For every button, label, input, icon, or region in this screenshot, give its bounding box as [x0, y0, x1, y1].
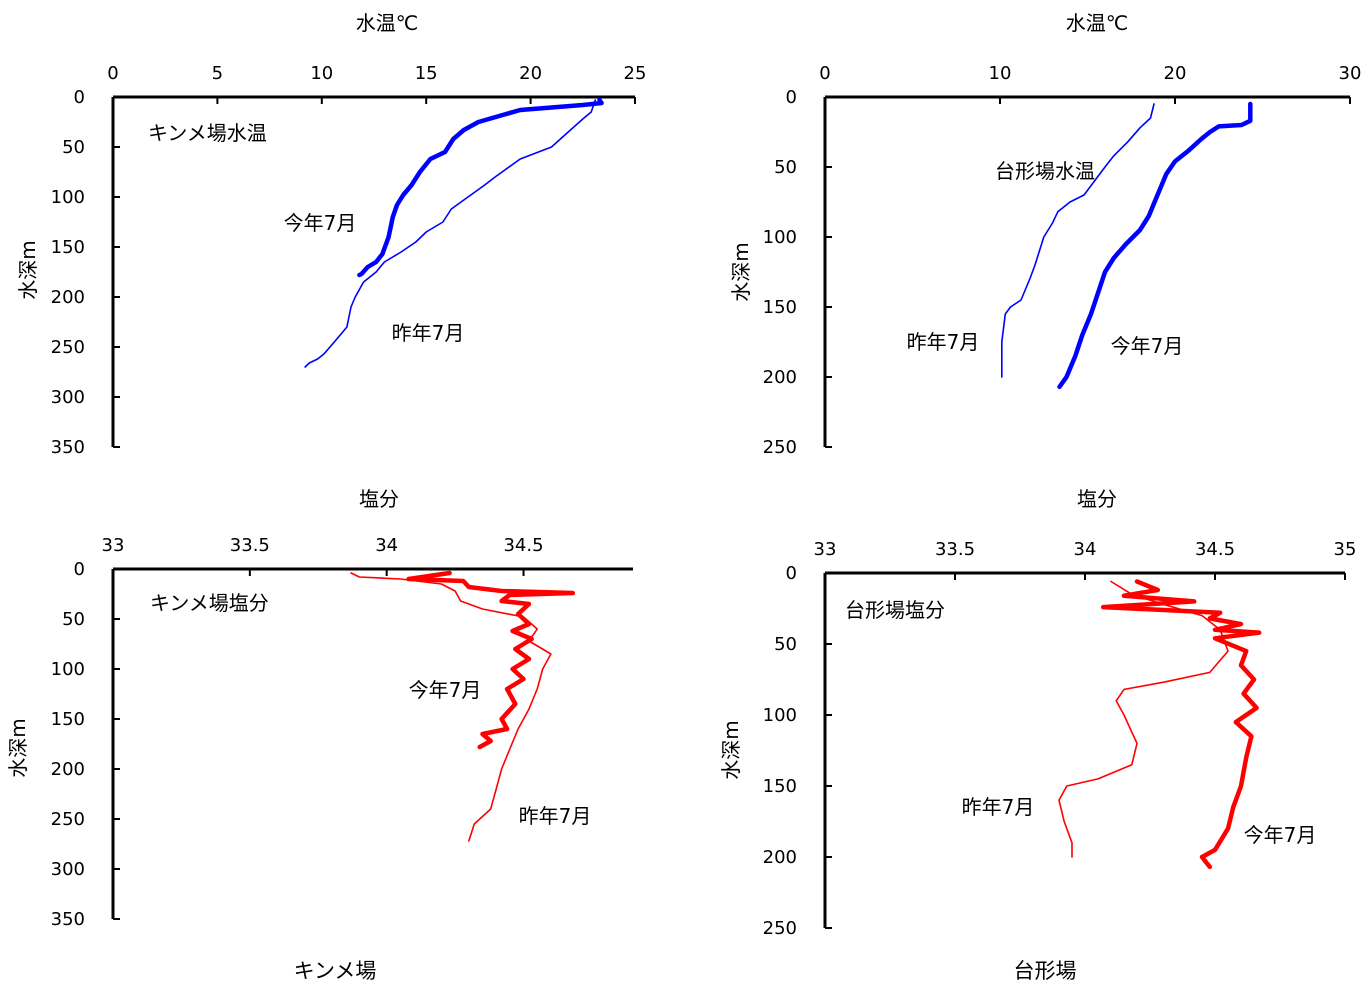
x-tick-label: 34: [1074, 539, 1097, 560]
x-tick-label: 33.5: [230, 535, 270, 556]
series-label: 今年7月: [1111, 334, 1184, 358]
y-tick-label: 100: [51, 187, 85, 208]
y-tick-label: 50: [62, 609, 85, 630]
y-tick-label: 250: [763, 437, 797, 458]
y-tick-label: 150: [763, 776, 797, 797]
x-tick-label: 10: [989, 63, 1012, 84]
y-tick-label: 0: [786, 87, 797, 108]
y-tick-label: 250: [51, 337, 85, 358]
x-tick-label: 10: [310, 63, 333, 84]
series-line-last-year: [1058, 580, 1229, 858]
chart-kinme-temperature: 0 5 10 15 20 25050100150200250300350水温℃水深mキンメ…: [16, 11, 646, 458]
series-label: 昨年7月: [962, 795, 1035, 819]
y-tick-label: 200: [51, 287, 85, 308]
y-tick-label: 50: [62, 137, 85, 158]
panel-annotation: 台形場水温: [995, 159, 1095, 183]
x-tick-label: 34.5: [503, 535, 543, 556]
y-tick-label: 200: [763, 367, 797, 388]
series-line-this-year: [406, 570, 576, 750]
y-tick-label: 100: [51, 659, 85, 680]
series-label: 昨年7月: [392, 321, 465, 345]
series-line-last-year: [1000, 103, 1155, 378]
x-tick-label: 30: [1339, 63, 1362, 84]
y-tick-label: 150: [51, 237, 85, 258]
y-tick-label: 0: [74, 87, 85, 108]
x-tick-label: 33: [102, 535, 125, 556]
y-axis-title: 水深m: [6, 718, 30, 777]
x-axis-title: 塩分: [359, 487, 399, 511]
y-tick-label: 250: [51, 809, 85, 830]
y-tick-label: 0: [786, 563, 797, 584]
y-tick-label: 350: [51, 909, 85, 930]
caption-daikei: 台形場: [1014, 959, 1077, 982]
x-tick-label: 33.5: [935, 539, 975, 560]
y-tick-label: 300: [51, 859, 85, 880]
panel-annotation: 台形場塩分: [845, 598, 945, 622]
series-line-last-year: [350, 572, 552, 842]
series-label: 今年7月: [284, 211, 357, 235]
x-tick-label: 34: [375, 535, 398, 556]
y-tick-label: 350: [51, 437, 85, 458]
x-tick-label: 20: [1164, 63, 1187, 84]
series-label: 今年7月: [409, 678, 482, 702]
y-tick-label: 250: [763, 918, 797, 939]
x-tick-label: 0: [107, 63, 118, 84]
y-tick-label: 300: [51, 387, 85, 408]
series-line-last-year: [304, 99, 597, 368]
x-axis-title: 水温℃: [1066, 11, 1128, 35]
series-line-this-year: [1100, 579, 1262, 870]
panel-annotation: キンメ場水温: [148, 121, 267, 145]
y-axis-title: 水深m: [729, 242, 753, 301]
y-tick-label: 150: [763, 297, 797, 318]
y-tick-label: 0: [74, 559, 85, 580]
x-tick-label: 25: [624, 63, 647, 84]
y-tick-label: 50: [774, 634, 797, 655]
x-axis-title: 水温℃: [356, 11, 418, 35]
series-label: 昨年7月: [907, 330, 980, 354]
caption-kinme: キンメ場: [294, 959, 377, 982]
y-tick-label: 200: [51, 759, 85, 780]
series-label: 昨年7月: [519, 804, 592, 828]
y-axis-title: 水深m: [719, 720, 743, 779]
x-tick-label: 5: [212, 63, 223, 84]
series-line-this-year: [357, 97, 604, 278]
x-tick-label: 35: [1334, 539, 1357, 560]
y-axis-title: 水深m: [16, 240, 40, 299]
series-line-this-year: [1057, 101, 1253, 390]
x-tick-label: 33: [814, 539, 837, 560]
x-tick-label: 15: [415, 63, 438, 84]
y-tick-label: 100: [763, 227, 797, 248]
x-tick-label: 34.5: [1195, 539, 1235, 560]
panel-annotation: キンメ場塩分: [150, 591, 269, 615]
series-label: 今年7月: [1244, 823, 1317, 847]
y-tick-label: 50: [774, 157, 797, 178]
x-tick-label: 20: [519, 63, 542, 84]
y-tick-label: 100: [763, 705, 797, 726]
x-axis-title: 塩分: [1077, 487, 1117, 511]
y-tick-label: 200: [763, 847, 797, 868]
y-tick-label: 150: [51, 709, 85, 730]
x-tick-label: 0: [819, 63, 830, 84]
